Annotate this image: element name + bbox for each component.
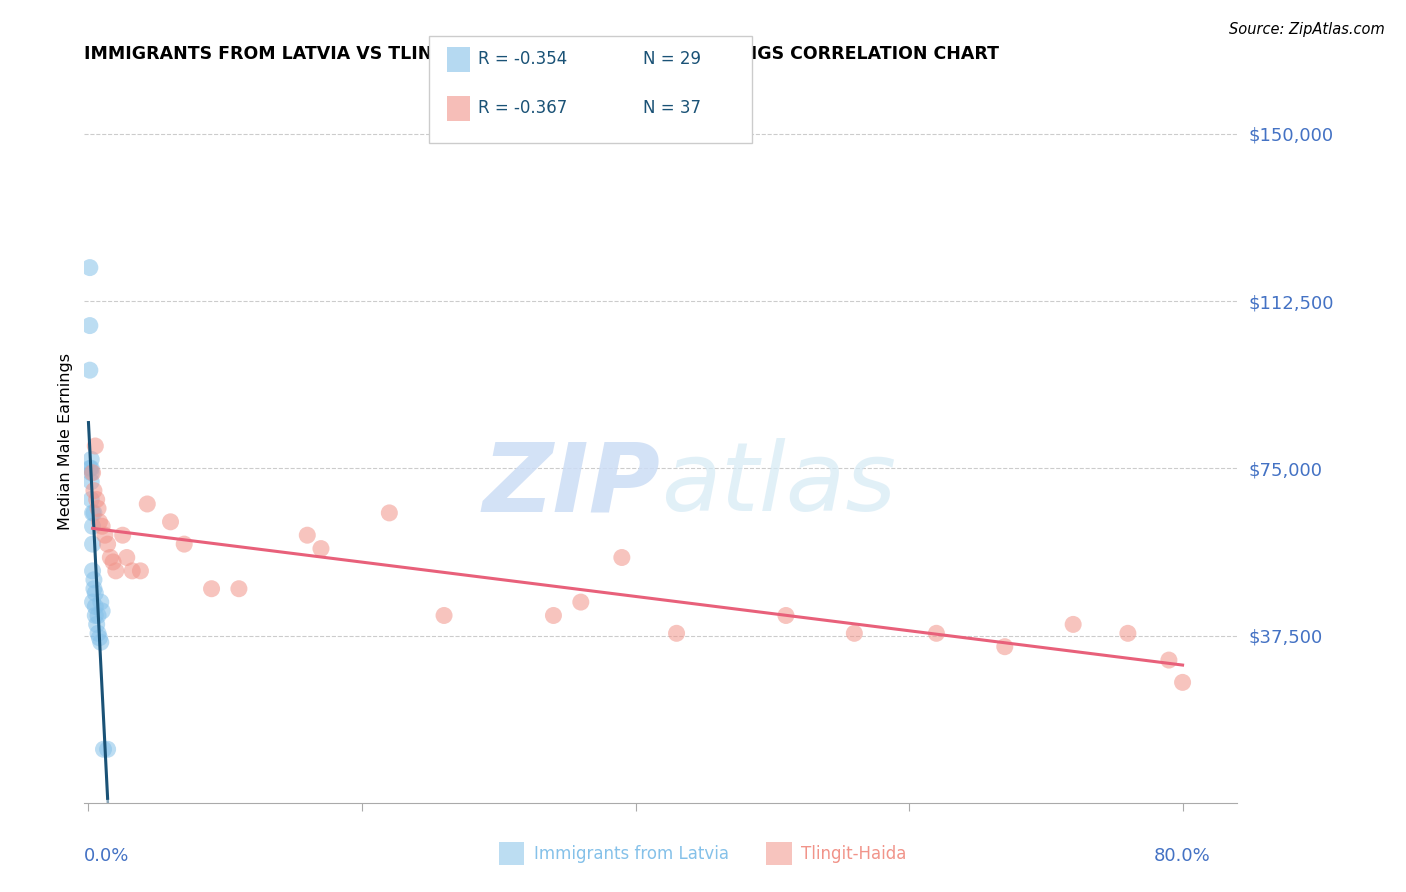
Point xyxy=(111,528,134,542)
Point xyxy=(610,550,633,565)
Text: Tlingit-Haida: Tlingit-Haida xyxy=(801,845,907,863)
Point xyxy=(309,541,332,556)
Point xyxy=(86,617,108,632)
Point xyxy=(297,528,319,542)
Text: IMMIGRANTS FROM LATVIA VS TLINGIT-HAIDA MEDIAN MALE EARNINGS CORRELATION CHART: IMMIGRANTS FROM LATVIA VS TLINGIT-HAIDA … xyxy=(84,45,1000,63)
Point xyxy=(93,742,115,756)
Text: atlas: atlas xyxy=(661,438,896,532)
Point xyxy=(98,550,121,565)
Point xyxy=(84,586,107,600)
Point xyxy=(433,608,456,623)
Point xyxy=(87,626,110,640)
Point xyxy=(83,573,105,587)
Point xyxy=(104,564,127,578)
Point xyxy=(925,626,948,640)
Point xyxy=(129,564,152,578)
Point xyxy=(121,564,143,578)
Point xyxy=(1171,675,1194,690)
Point xyxy=(94,528,117,542)
Point xyxy=(80,461,103,475)
Point xyxy=(378,506,401,520)
Point xyxy=(90,635,112,649)
Point xyxy=(159,515,181,529)
Point xyxy=(84,599,107,614)
Point xyxy=(80,452,103,467)
Text: Source: ZipAtlas.com: Source: ZipAtlas.com xyxy=(1229,22,1385,37)
Text: Immigrants from Latvia: Immigrants from Latvia xyxy=(534,845,730,863)
Point xyxy=(83,506,105,520)
Point xyxy=(82,466,104,480)
Point xyxy=(79,363,101,377)
Point xyxy=(200,582,222,596)
Point xyxy=(82,564,104,578)
Point xyxy=(97,537,120,551)
Point xyxy=(1062,617,1084,632)
Text: ZIP: ZIP xyxy=(482,438,661,532)
Point xyxy=(83,483,105,498)
Point xyxy=(82,506,104,520)
Text: 0.0%: 0.0% xyxy=(84,847,129,865)
Point xyxy=(80,475,103,489)
Point xyxy=(543,608,565,623)
Point xyxy=(665,626,688,640)
Point xyxy=(173,537,195,551)
Point xyxy=(79,260,101,275)
Text: N = 37: N = 37 xyxy=(643,99,700,117)
Point xyxy=(87,501,110,516)
Point xyxy=(89,631,111,645)
Point xyxy=(101,555,124,569)
Point xyxy=(1157,653,1180,667)
Point xyxy=(228,582,250,596)
Point xyxy=(90,595,112,609)
Point xyxy=(115,550,138,565)
Point xyxy=(82,519,104,533)
Point xyxy=(569,595,592,609)
Point xyxy=(97,742,120,756)
Point xyxy=(80,466,103,480)
Point xyxy=(775,608,797,623)
Point xyxy=(87,608,110,623)
Point xyxy=(79,461,101,475)
Point xyxy=(84,439,107,453)
Point xyxy=(91,519,114,533)
Point xyxy=(82,537,104,551)
Point xyxy=(84,608,107,623)
Point xyxy=(89,515,111,529)
Point xyxy=(79,318,101,333)
Point xyxy=(91,604,114,618)
Point xyxy=(844,626,866,640)
Text: R = -0.367: R = -0.367 xyxy=(478,99,567,117)
Point xyxy=(83,582,105,596)
Point xyxy=(86,492,108,507)
Point xyxy=(994,640,1017,654)
Point xyxy=(80,492,103,507)
Point xyxy=(82,595,104,609)
Text: 80.0%: 80.0% xyxy=(1154,847,1211,865)
Text: N = 29: N = 29 xyxy=(643,50,700,68)
Y-axis label: Median Male Earnings: Median Male Earnings xyxy=(58,353,73,530)
Text: R = -0.354: R = -0.354 xyxy=(478,50,567,68)
Point xyxy=(1116,626,1139,640)
Point xyxy=(136,497,159,511)
